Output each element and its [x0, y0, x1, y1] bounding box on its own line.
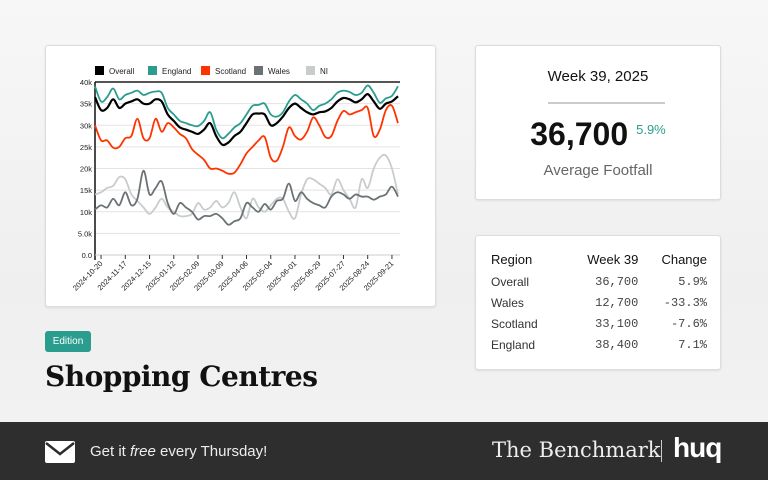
region: Overall: [491, 275, 530, 289]
header-region: Region: [491, 252, 533, 267]
legend-swatch-ni: [306, 66, 315, 75]
page-title: Shopping Centres: [45, 360, 318, 393]
series-line-england: [94, 84, 399, 140]
chart-card: 0.0 5.0k 10k 15k 20k 25k 30k 35k 40k 2024-10-20 20…: [45, 45, 436, 307]
legend-swatch-scotland: [201, 66, 210, 75]
change: -7.6%: [670, 317, 707, 331]
region-table: Region Week 39 Change Overall 36,700 5.9% …: [491, 252, 707, 357]
edition-badge: Edition: [45, 331, 91, 352]
week-value: 12,700: [595, 296, 639, 310]
legend-swatch-overall: [95, 66, 104, 75]
subscribe-cta[interactable]: Get it free every Thursday!: [90, 443, 267, 460]
week-value: 36,700: [595, 275, 639, 289]
huq-logo: huq: [673, 432, 722, 463]
region: England: [491, 338, 536, 352]
divider: [661, 440, 662, 462]
cta-free: free: [130, 443, 156, 460]
y-tick-label: 0.0: [82, 251, 92, 260]
kpi-card: Week 39, 2025 36,700 5.9% Average Footfa…: [475, 45, 721, 200]
brand-name: The Benchmark: [492, 438, 661, 462]
change: -33.3%: [663, 296, 707, 310]
legend-label-scotland: Scotland: [215, 67, 246, 76]
table-row: England 38,400 7.1%: [491, 336, 707, 357]
legend-swatch-wales: [254, 66, 263, 75]
y-tick-label: 5.0k: [78, 229, 92, 238]
week-value: 33,100: [595, 317, 639, 331]
mail-icon: [45, 441, 75, 463]
region: Scotland: [491, 317, 538, 331]
y-tick-label: 15k: [80, 186, 92, 195]
week-value: 38,400: [595, 338, 639, 352]
y-tick-label: 35k: [80, 100, 92, 109]
change: 7.1%: [678, 338, 707, 352]
kpi-value: 36,700: [530, 116, 629, 152]
legend-label-overall: Overall: [109, 67, 135, 76]
cta-text: Get it: [90, 443, 131, 460]
series-line-scotland: [94, 104, 399, 175]
header-change: Change: [661, 252, 707, 267]
kpi-label: Average Footfall: [543, 162, 653, 179]
change: 5.9%: [678, 275, 707, 289]
y-tick-label: 25k: [80, 143, 92, 152]
kpi-week: Week 39, 2025: [547, 68, 649, 85]
y-tick-label: 40k: [80, 78, 92, 87]
table-row: Overall 36,700 5.9%: [491, 273, 707, 294]
kpi-change: 5.9%: [636, 122, 666, 137]
footer: Get it free every Thursday! The Benchmar…: [0, 422, 768, 480]
series-line-overall: [93, 93, 399, 147]
cta-text-end: every Thursday!: [155, 443, 268, 460]
legend-label-ni: NI: [320, 67, 328, 76]
region: Wales: [491, 296, 524, 310]
footfall-line-chart: 0.05.0k10k15k20k25k30k35k40k2024-10-2020…: [71, 66, 400, 293]
legend-label-wales: Wales: [268, 67, 290, 76]
divider: [548, 102, 665, 104]
region-table-card: Region Week 39 Change Overall 36,700 5.9% …: [475, 235, 721, 370]
header-week: Week 39: [587, 252, 639, 267]
series-line-wales: [94, 169, 399, 226]
y-tick-label: 10k: [80, 208, 92, 217]
table-header: Region Week 39 Change: [491, 252, 707, 273]
legend-label-england: England: [162, 67, 191, 76]
table-row: Scotland 33,100 -7.6%: [491, 315, 707, 336]
table-row: Wales 12,700 -33.3%: [491, 294, 707, 315]
series-line-ni: [94, 153, 399, 220]
legend-swatch-england: [148, 66, 157, 75]
y-tick-label: 20k: [80, 165, 92, 174]
y-tick-label: 30k: [80, 121, 92, 130]
